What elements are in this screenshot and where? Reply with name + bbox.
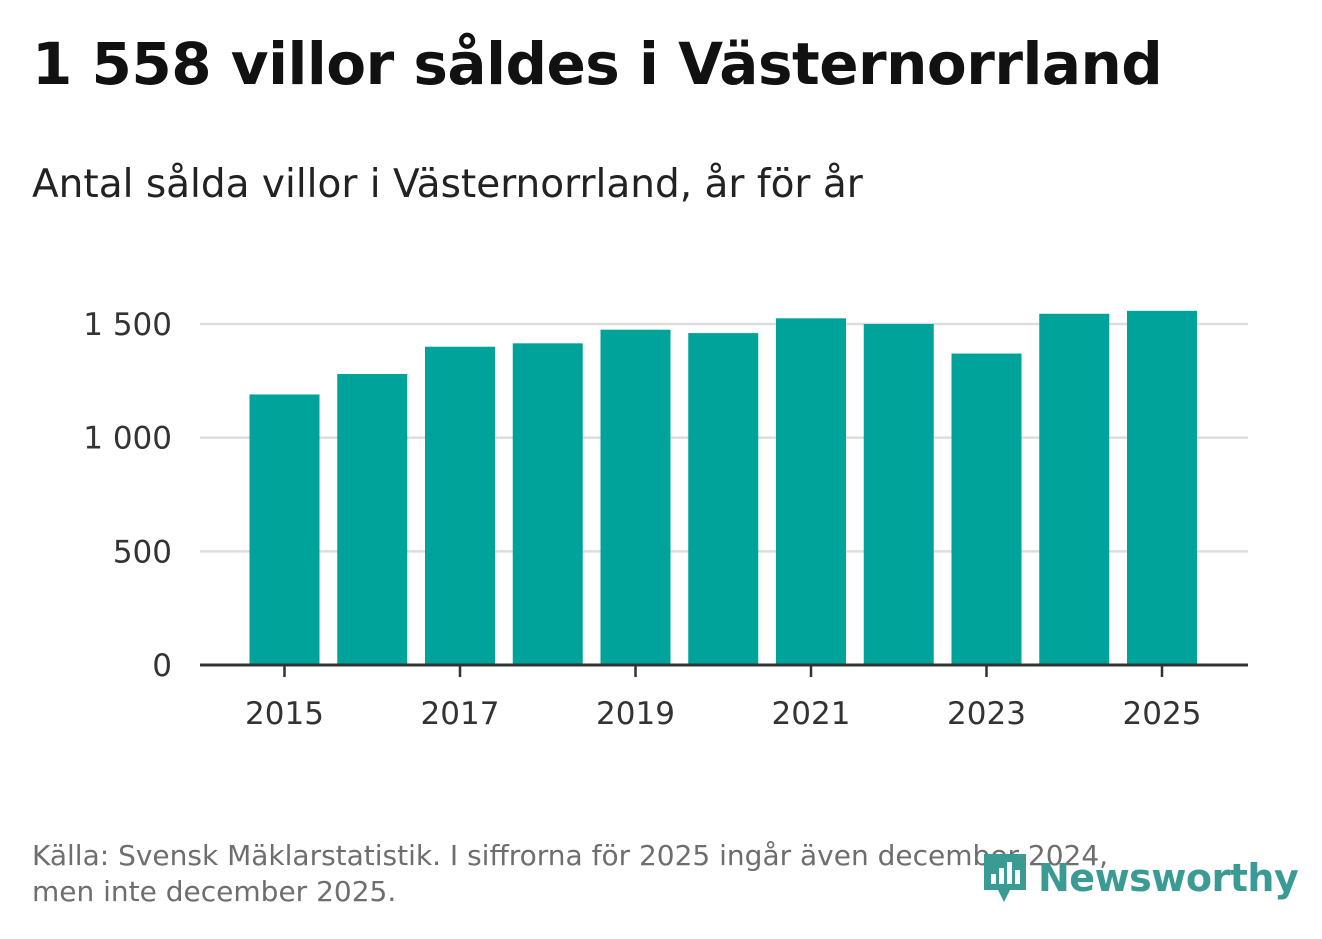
bar-2016 <box>337 374 408 665</box>
bars <box>249 310 1197 665</box>
bar-2018 <box>512 343 583 665</box>
newsworthy-logo: Newsworthy <box>980 848 1299 908</box>
bar-2022 <box>863 324 934 665</box>
chart-title: 1 558 villor såldes i Västernorrland <box>32 30 1163 98</box>
source-note: Källa: Svensk Mäklarstatistik. I siffror… <box>32 838 1232 910</box>
x-tick-label: 2023 <box>947 696 1026 732</box>
y-tick-label: 1 500 <box>83 307 172 343</box>
bar-chart: 0 500 1 000 1 500 2015 2017 2019 2021 2023 2025 <box>83 307 1248 732</box>
chart-subtitle: Antal sålda villor i Västernorrland, år … <box>32 162 863 207</box>
x-axis-ticks: 2015 2017 2019 2021 2023 2025 <box>245 665 1201 732</box>
x-tick-label: 2025 <box>1123 696 1202 732</box>
bar-2023 <box>951 353 1022 665</box>
source-line-1: Källa: Svensk Mäklarstatistik. I siffror… <box>32 839 1109 872</box>
bar-2020 <box>688 333 759 665</box>
y-tick-label: 500 <box>113 534 172 570</box>
x-tick-label: 2017 <box>421 696 500 732</box>
y-axis-ticks: 0 500 1 000 1 500 <box>83 307 172 684</box>
bar-2017 <box>425 346 495 665</box>
bar-2021 <box>776 318 846 665</box>
bar-2019 <box>600 329 671 665</box>
bar-2025 <box>1127 310 1197 665</box>
x-tick-label: 2021 <box>772 696 851 732</box>
chart-bubble-icon <box>984 854 1026 902</box>
y-tick-label: 0 <box>152 648 172 684</box>
bar-2024 <box>1039 313 1110 665</box>
brand-name: Newsworthy <box>1038 856 1299 900</box>
source-line-2: men inte december 2025. <box>32 875 397 908</box>
x-tick-label: 2015 <box>245 696 324 732</box>
x-tick-label: 2019 <box>596 696 675 732</box>
bar-2015 <box>249 394 320 665</box>
y-tick-label: 1 000 <box>83 421 172 457</box>
